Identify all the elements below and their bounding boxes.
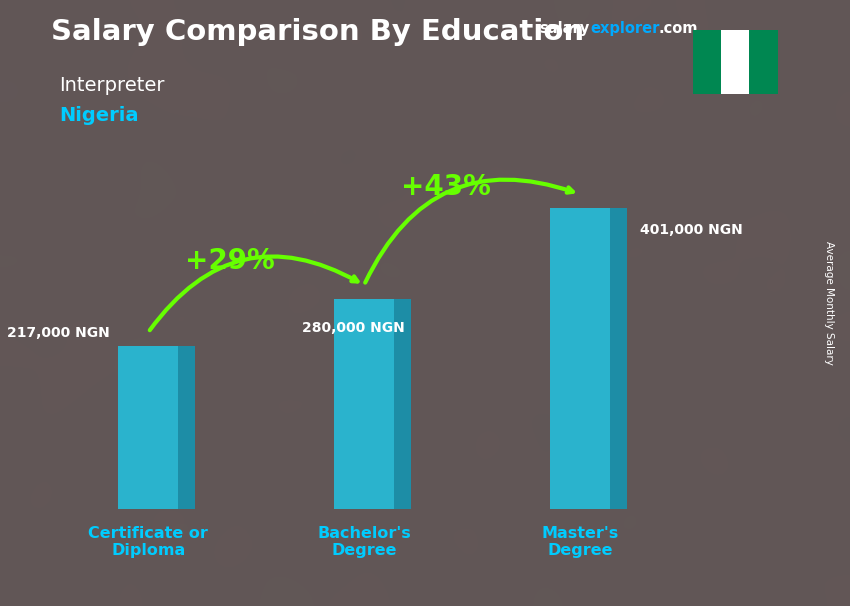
Bar [721,30,750,94]
Polygon shape [178,346,196,509]
Text: Nigeria: Nigeria [60,106,139,125]
Text: 401,000 NGN: 401,000 NGN [640,223,743,237]
Text: Salary Comparison By Education: Salary Comparison By Education [51,18,584,46]
Text: Interpreter: Interpreter [60,76,165,95]
Polygon shape [610,208,627,509]
Text: +29%: +29% [185,247,275,275]
Text: 280,000 NGN: 280,000 NGN [302,321,405,335]
Text: 217,000 NGN: 217,000 NGN [7,326,110,340]
Text: explorer: explorer [591,21,660,36]
Text: Average Monthly Salary: Average Monthly Salary [824,241,834,365]
Polygon shape [550,208,610,509]
Text: .com: .com [659,21,698,36]
Polygon shape [118,346,178,509]
Polygon shape [334,299,394,509]
Bar [750,30,778,94]
Text: +43%: +43% [401,173,491,201]
Bar [693,30,721,94]
Polygon shape [394,299,411,509]
Text: salary: salary [540,21,590,36]
